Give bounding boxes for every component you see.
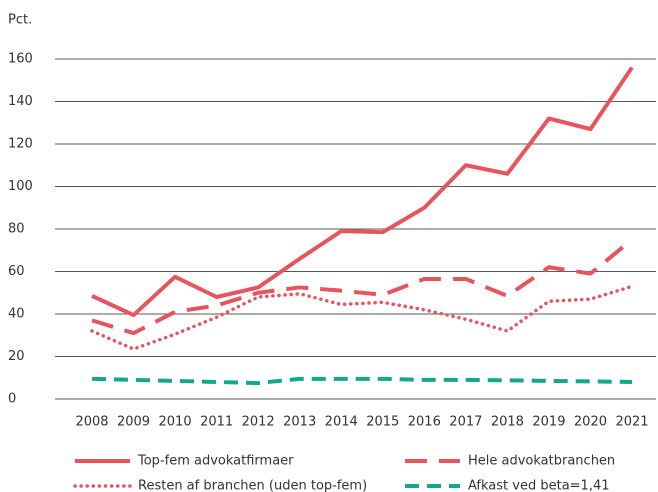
x-tick-label: 2014: [325, 415, 358, 430]
x-tick-label: 2018: [491, 415, 524, 430]
x-tick-label: 2013: [283, 415, 316, 430]
x-tick-label: 2017: [449, 415, 482, 430]
y-tick-label: 20: [8, 349, 25, 364]
x-tick-label: 2016: [408, 415, 441, 430]
y-tick-label: 100: [8, 179, 33, 194]
y-tick-label: 60: [8, 264, 25, 279]
y-tick-label: 40: [8, 307, 25, 322]
series-line: [90, 284, 634, 351]
y-tick-label: 160: [8, 52, 33, 67]
x-tick-label: 2009: [117, 415, 150, 430]
x-tick-label: 2015: [366, 415, 399, 430]
x-tick-label: 2010: [159, 415, 192, 430]
x-tick-label: 2008: [75, 415, 108, 430]
y-tick-label: 80: [8, 222, 25, 237]
series-line: [91, 376, 633, 386]
x-tick-label: 2021: [615, 415, 648, 430]
y-tick-label: 0: [8, 392, 16, 407]
x-tick-label: 2019: [532, 415, 565, 430]
x-tick-label: 2011: [200, 415, 233, 430]
series-line: [91, 238, 634, 336]
legend-label: Hele advokatbranchen: [468, 454, 615, 469]
x-tick-label: 2020: [574, 415, 607, 430]
y-axis-label: Pct.: [8, 13, 32, 28]
legend-label: Resten af branchen (uden top-fem): [138, 479, 367, 492]
legend-label: Afkast ved beta=1,41: [468, 479, 610, 492]
y-tick-label: 140: [8, 94, 33, 109]
legend-label: Top-fem advokatfirmaer: [137, 454, 294, 469]
x-tick-label: 2012: [242, 415, 275, 430]
y-tick-label: 120: [8, 137, 33, 152]
series-line: [91, 66, 634, 318]
